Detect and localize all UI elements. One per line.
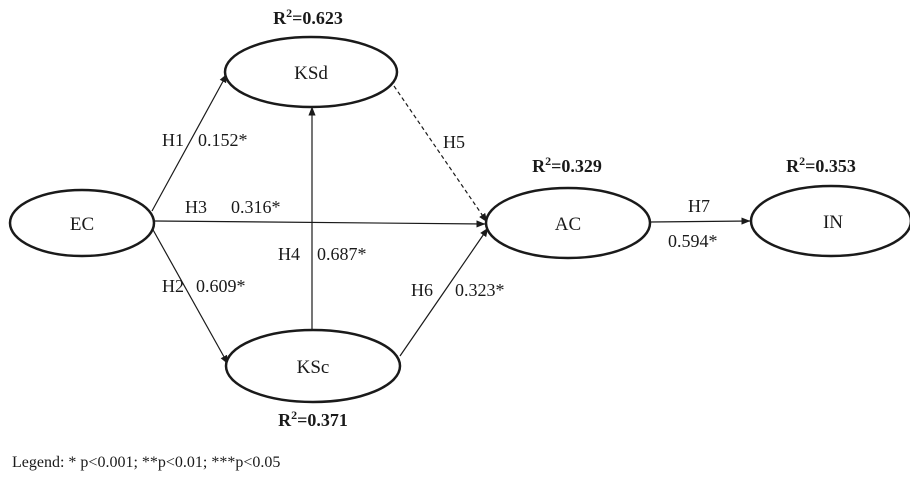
h7-label: H7 <box>688 196 710 216</box>
node-ac-label: AC <box>555 214 581 235</box>
ksd-r-squared: R2=0.623 <box>273 6 343 28</box>
h4-label: H4 <box>278 244 300 264</box>
node-in <box>749 184 910 258</box>
node-ksd <box>223 35 399 109</box>
path-h6-ksc-to-ac <box>399 227 489 357</box>
h5-label: H5 <box>443 132 465 152</box>
in-r-squared: R2=0.353 <box>786 154 856 176</box>
ksc-r-squared: R2=0.371 <box>278 408 348 430</box>
h3-label: H3 <box>185 197 207 217</box>
node-ksd-label: KSd <box>294 63 328 84</box>
node-ksc-label: KSc <box>297 357 330 378</box>
legend: Legend: * p<0.001; **p<0.01; ***p<0.05 <box>12 454 280 471</box>
node-ec-label: EC <box>70 214 94 235</box>
h6-coefficient: 0.323* <box>455 280 505 300</box>
h1-coefficient: 0.152* <box>198 130 248 150</box>
node-ac <box>484 186 652 260</box>
node-ec <box>8 188 156 258</box>
h1-label: H1 <box>162 130 184 150</box>
node-in-label: IN <box>823 212 843 233</box>
h4-coefficient: 0.687* <box>317 244 367 264</box>
path-h2-ec-to-ksc <box>151 227 229 365</box>
path-h3-ec-to-ac <box>154 220 486 228</box>
h6-label: H6 <box>411 280 433 300</box>
path-h7-ac-to-in <box>649 217 751 225</box>
ac-r-squared: R2=0.329 <box>532 154 602 176</box>
h2-coefficient: 0.609* <box>196 276 246 296</box>
path-h1-ec-to-ksd <box>151 73 228 212</box>
node-ksc <box>224 328 402 404</box>
h2-label: H2 <box>162 276 184 296</box>
path-h5-ksd-to-ac <box>393 85 488 223</box>
h7-coefficient: 0.594* <box>668 231 718 251</box>
h3-coefficient: 0.316* <box>231 197 281 217</box>
